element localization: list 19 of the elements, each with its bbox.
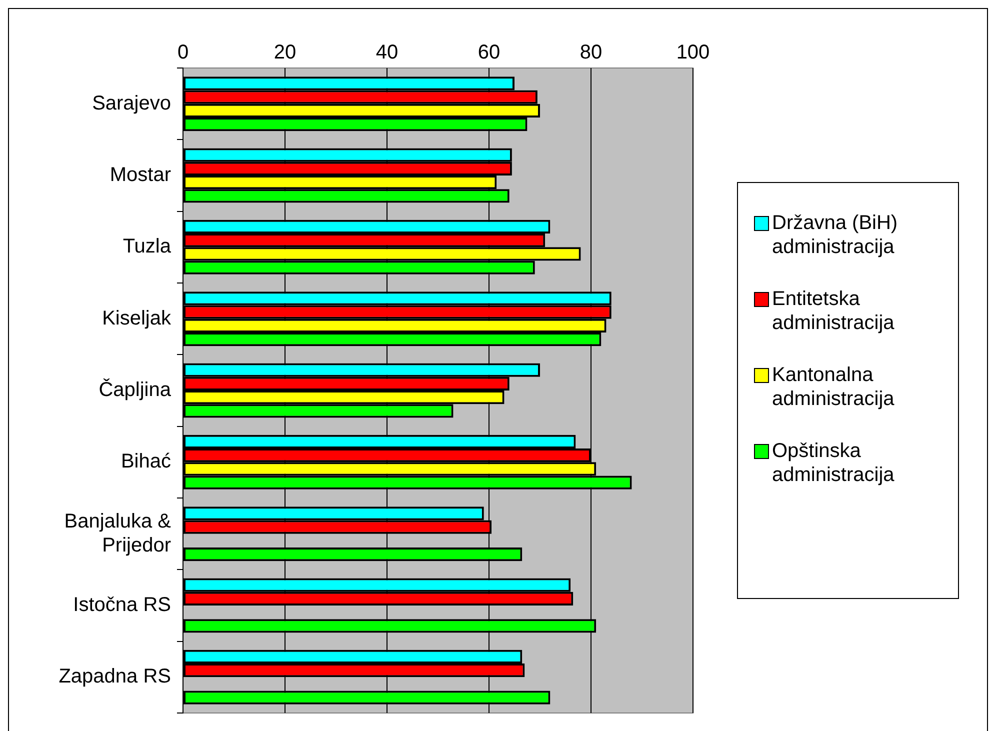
y-tick-label: Banjaluka & Prijedor	[64, 510, 172, 556]
y-tick-label: Čapljina	[98, 378, 172, 402]
y-tick-label: Istočna RS	[73, 594, 171, 616]
y-tick-label: Kiseljak	[102, 307, 172, 330]
x-tick-label: 0	[177, 42, 189, 64]
y-tick-label: Mostar	[110, 164, 172, 186]
y-tick-label: Tuzla	[122, 236, 172, 258]
x-tick-label: 40	[376, 42, 398, 64]
y-tick-label: Zapadna RS	[58, 666, 171, 688]
y-tick-label: Sarajevo	[92, 92, 171, 114]
x-tick-label: 20	[274, 42, 296, 64]
x-tick-label: 80	[580, 42, 602, 64]
y-tick-label: Bihać	[120, 450, 171, 473]
legend-label: Opštinska administracija	[772, 439, 896, 487]
legend-label: Državna (BiH) administracija	[772, 211, 899, 259]
x-tick-label: 100	[676, 42, 710, 64]
legend-label: Kantonalna administracija	[772, 363, 896, 411]
legend-label: Entitetska administracija	[772, 287, 896, 335]
x-tick-label: 60	[478, 42, 500, 64]
